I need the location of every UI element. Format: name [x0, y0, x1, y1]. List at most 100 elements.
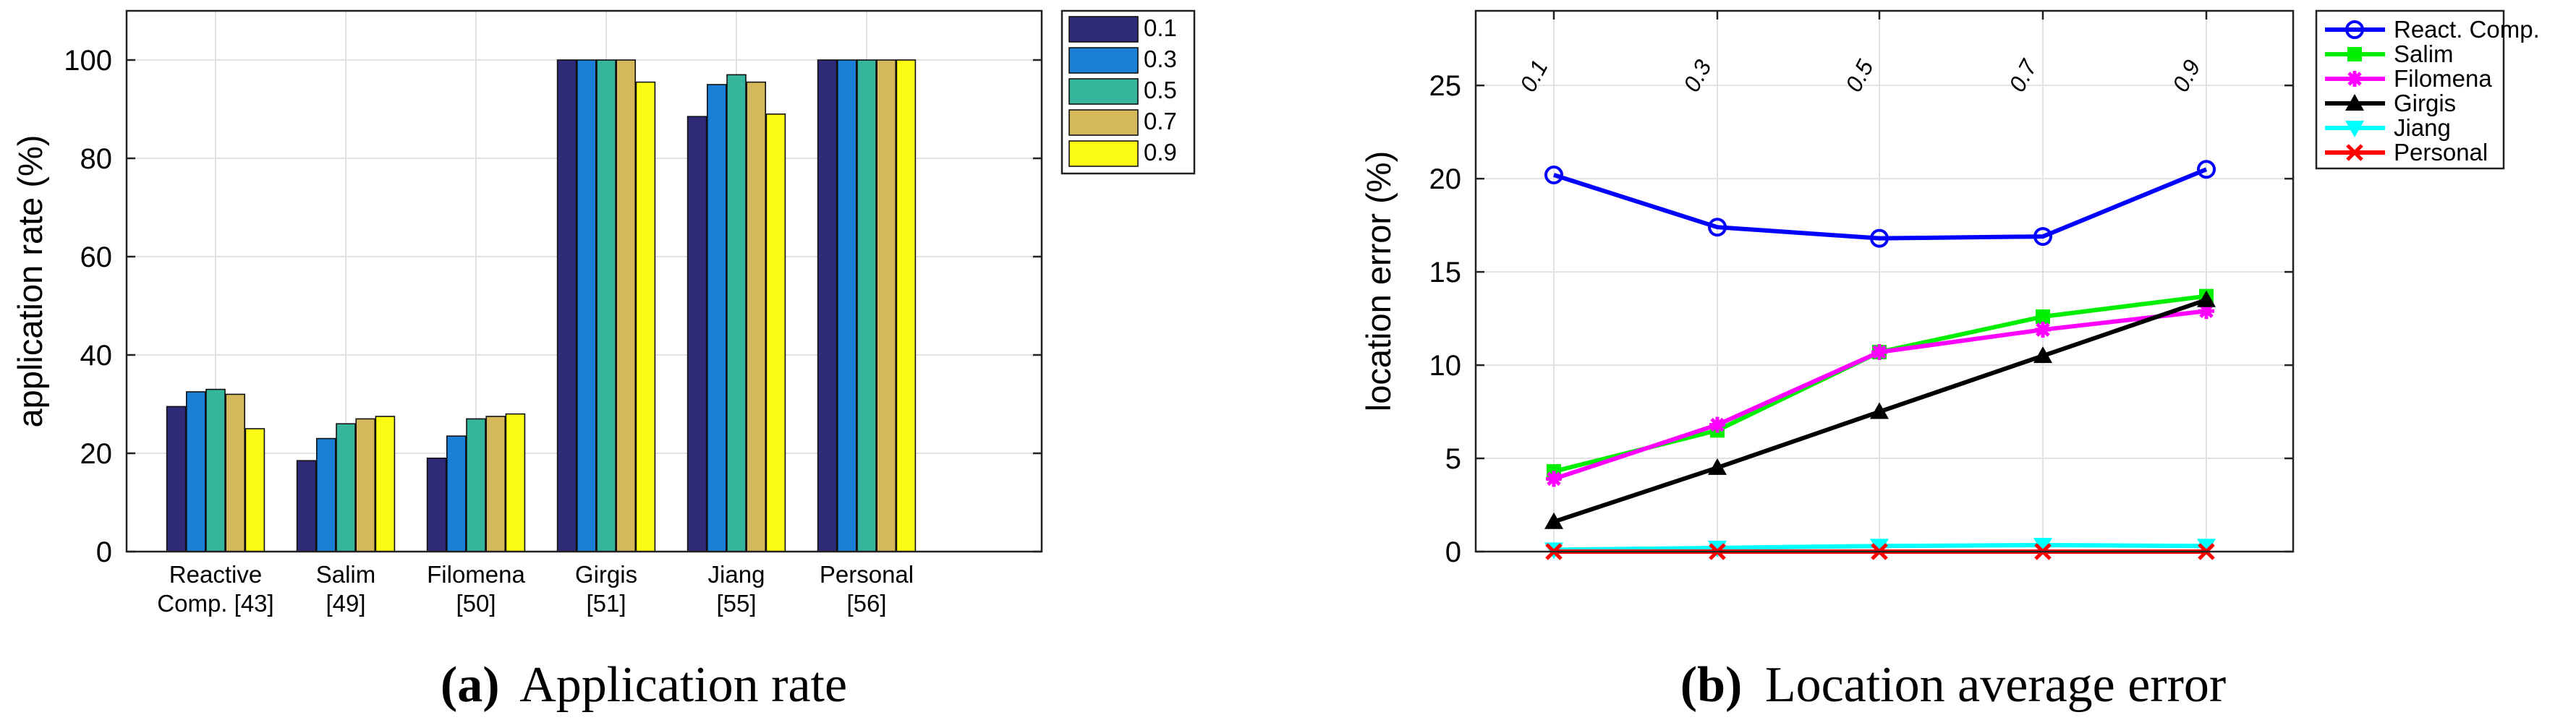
legend-label-personal: Personal: [2394, 139, 2488, 166]
legend-swatch-0-5: [1068, 78, 1139, 105]
point-jiang-3: [2033, 537, 2052, 554]
bar-chart-caption-label: (a): [441, 657, 500, 713]
bar-chart-category-label: [49]: [326, 590, 365, 617]
line-chart-gridlines: [1476, 11, 2293, 553]
point-react-comp-1: [1708, 218, 1727, 237]
line-chart-y-tick-label: 15: [1429, 257, 1462, 288]
bar-chart-y-tick-label: 80: [80, 143, 113, 175]
bar-girgis-0-5: [596, 59, 616, 552]
line-chart-series: [1544, 160, 2216, 560]
bar-chart-category-label: [55]: [716, 590, 756, 617]
legend-label-0-9: 0.9: [1144, 139, 1177, 166]
point-filomena-3: [2035, 322, 2051, 338]
legend-label-0-3: 0.3: [1144, 46, 1177, 72]
legend-label-0-5: 0.5: [1144, 77, 1177, 103]
point-girgis-4: [2197, 290, 2216, 307]
legend-marker-filomena: [2347, 71, 2363, 87]
legend-label-jiang: Jiang: [2394, 114, 2451, 141]
bar-personal-0-7: [876, 59, 896, 552]
legend-swatch-0-3: [1068, 47, 1139, 74]
point-react-comp-3: [2033, 227, 2052, 247]
point-girgis-2: [1870, 402, 1889, 419]
line-chart-top-x-label: 0.9: [2167, 56, 2206, 96]
bar-reactive-0-1: [166, 406, 187, 552]
bar-salim-0-9: [375, 416, 396, 552]
legend-label-salim: Salim: [2394, 40, 2454, 67]
legend-marker-react-comp: [2345, 20, 2364, 39]
bar-salim-0-1: [296, 460, 317, 552]
point-girgis-1: [1708, 458, 1727, 475]
bar-reactive-0-7: [225, 393, 246, 552]
bar-reactive-0-5: [205, 388, 226, 552]
bar-chart-category-label: Personal: [820, 561, 914, 588]
line-chart-panel: 0 5 10 15 20 25 0.1 0.3 0.5 0.7 0.9 location erro…: [1359, 9, 2540, 713]
line-chart-top-x-label: 0.3: [1678, 56, 1717, 96]
series-girgis: [1544, 290, 2216, 529]
point-girgis-0: [1544, 512, 1563, 529]
bar-personal-0-9: [896, 59, 917, 552]
line-chart-caption-text: Location average error: [1765, 657, 2226, 713]
bar-jiang-0-5: [726, 74, 747, 552]
legend-label-0-7: 0.7: [1144, 108, 1177, 134]
bar-reactive-0-3: [185, 391, 206, 552]
legend-swatch-0-9: [1068, 140, 1139, 167]
bar-jiang-0-1: [686, 116, 707, 552]
bar-chart-category-label: Salim: [316, 561, 376, 588]
line-chart-axes-box: [1474, 9, 2295, 553]
legend-swatch-0-1: [1068, 16, 1139, 43]
bar-chart-category-label: Jiang: [708, 561, 765, 588]
bar-girgis-0-7: [616, 59, 637, 552]
line-chart-caption: (b) Location average error: [1680, 657, 2226, 713]
bar-chart-y-tick-label: 60: [80, 241, 113, 273]
line-chart-legend-box: [2315, 9, 2505, 170]
point-filomena-2: [1871, 344, 1887, 361]
line-chart-top-x-label: 0.5: [1840, 56, 1879, 96]
bar-jiang-0-7: [746, 81, 766, 552]
bar-chart-axes-box: [125, 9, 1043, 553]
line-chart-y-axis-label: location error (%): [1359, 151, 1398, 411]
bar-filomena-0-3: [446, 435, 467, 552]
line-chart-y-tick-label: 5: [1445, 443, 1461, 475]
bar-chart-y-tick-labels: 0 20 40 60 80 100: [64, 45, 112, 568]
line-chart-y-tick-labels: 0 5 10 15 20 25: [1429, 70, 1462, 568]
point-filomena-0: [1546, 471, 1562, 487]
point-filomena-4: [2198, 303, 2214, 320]
line-chart-y-tick-label: 10: [1429, 350, 1462, 382]
bar-chart-category-label: [50]: [456, 590, 496, 617]
bar-salim-0-7: [355, 418, 376, 552]
legend-label-filomena: Filomena: [2394, 65, 2492, 92]
bar-chart-category-label: [56]: [846, 590, 886, 617]
bar-filomena-0-1: [426, 457, 447, 552]
legend-marker-personal: [2346, 144, 2363, 161]
line-chart-top-x-label: 0.7: [2004, 55, 2042, 96]
bar-chart-category-label: Reactive: [169, 561, 262, 588]
point-react-comp-2: [1870, 228, 1889, 248]
legend-label-react-comp: React. Comp.: [2394, 16, 2540, 43]
point-jiang-2: [1870, 539, 1889, 556]
legend-marker-salim: [2347, 47, 2362, 61]
bar-chart-bars: [166, 59, 917, 552]
bar-filomena-0-9: [505, 413, 526, 552]
bar-chart-category-label: Girgis: [575, 561, 637, 588]
bar-girgis-0-1: [556, 59, 577, 552]
point-react-comp-4: [2197, 160, 2216, 179]
bar-filomena-0-5: [466, 418, 486, 552]
point-girgis-3: [2033, 346, 2052, 364]
bar-chart-caption: (a) Application rate: [441, 657, 847, 713]
bar-chart-category-label: Comp. [43]: [157, 590, 273, 617]
bar-jiang-0-3: [706, 84, 727, 552]
point-jiang-4: [2197, 539, 2216, 556]
bar-girgis-0-9: [635, 81, 656, 552]
line-chart-y-tick-label: 0: [1445, 536, 1461, 568]
legend-label-0-1: 0.1: [1144, 14, 1177, 41]
bar-girgis-0-3: [576, 59, 597, 552]
line-chart-top-x-labels: 0.1 0.3 0.5 0.7 0.9: [1515, 55, 2206, 96]
line-chart-legend: React. Comp.SalimFilomenaGirgisJiangPers…: [2315, 9, 2540, 170]
line-chart-caption-label: (b): [1680, 657, 1743, 713]
bar-chart-legend: 0.1 0.3 0.5 0.7 0.9: [1060, 9, 1196, 175]
bar-chart-y-tick-label: 20: [80, 438, 113, 470]
series-react-comp: [1544, 160, 2216, 248]
